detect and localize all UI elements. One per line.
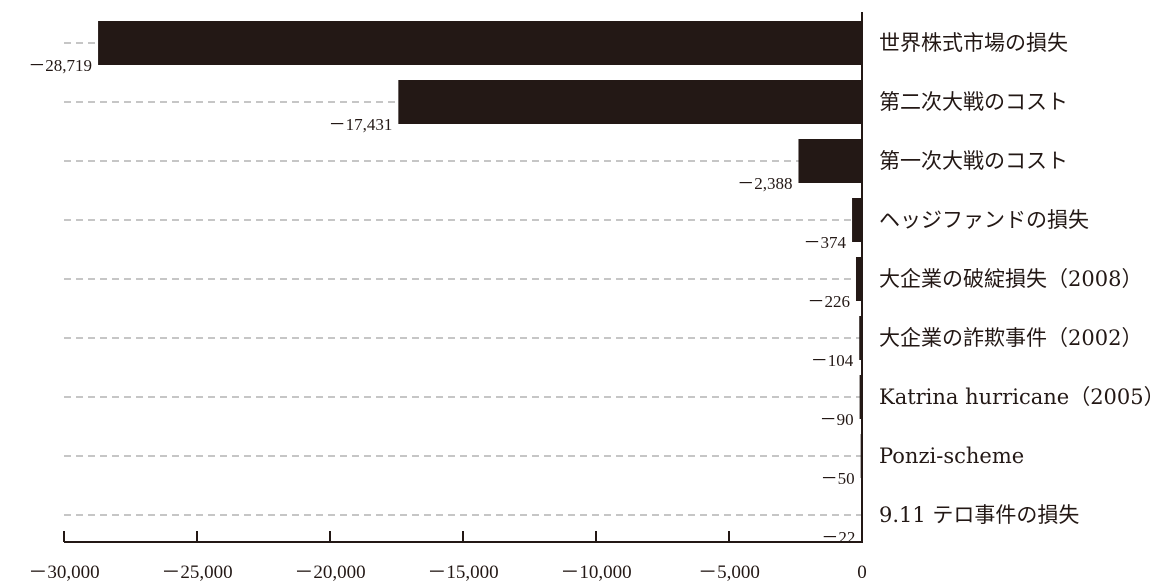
bar: [798, 139, 862, 183]
x-tick-label: －15,000: [427, 562, 498, 582]
value-label: －50: [821, 469, 855, 488]
x-tick-label: －10,000: [560, 562, 631, 582]
category-label: 大企業の詐欺事件（2002）: [879, 326, 1142, 350]
bars: [98, 21, 863, 537]
value-label: －22: [821, 528, 855, 547]
category-label: ヘッジファンドの損失: [879, 208, 1089, 232]
x-tick-label: －5,000: [698, 562, 760, 582]
value-label: －17,431: [329, 115, 393, 134]
value-label: －226: [807, 292, 850, 311]
value-labels: －28,719 －17,431 －2,388 －374 －226 －104 －90 －50 －2…: [28, 56, 855, 547]
x-tick-label: －25,000: [161, 562, 232, 582]
category-label: 第一次大戦のコスト: [879, 149, 1068, 173]
bar: [852, 198, 862, 242]
category-label: Katrina hurricane（2005）: [879, 385, 1151, 409]
bar: [398, 80, 862, 124]
value-label: －104: [811, 351, 854, 370]
category-label: 9.11 テロ事件の損失: [879, 503, 1079, 527]
value-label: －90: [820, 410, 854, 429]
x-tick-label: －20,000: [294, 562, 365, 582]
category-label: 第二次大戦のコスト: [879, 90, 1068, 114]
category-label: 世界株式市場の損失: [879, 31, 1068, 55]
x-tick-label: 0: [857, 562, 867, 582]
bar: [859, 375, 862, 419]
category-label: 大企業の破綻損失（2008）: [879, 267, 1142, 291]
category-labels: 世界株式市場の損失第二次大戦のコスト第一次大戦のコストヘッジファンドの損失大企業…: [879, 31, 1151, 527]
bar: [859, 316, 862, 360]
value-label: －2,388: [737, 174, 792, 193]
category-label: Ponzi-scheme: [879, 444, 1024, 468]
value-label: －374: [804, 233, 847, 252]
x-tick-label: －30,000: [28, 562, 99, 582]
grid-lines: [64, 42, 862, 516]
bar: [855, 257, 862, 301]
axes: －30,000 －25,000 －20,000 －15,000 －10,000 －5,00…: [28, 12, 867, 582]
value-label: －28,719: [28, 56, 92, 75]
bar: [98, 21, 863, 65]
